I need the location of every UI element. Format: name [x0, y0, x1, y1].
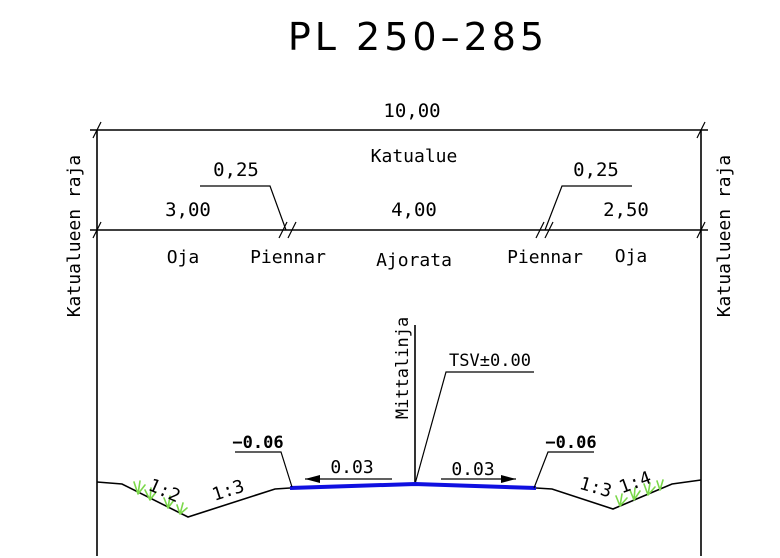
right-crossfall-value: 0.03 [451, 459, 494, 480]
left-shoulder-width: 0,25 [213, 159, 259, 181]
left-outer-slope: 1:2 [145, 475, 183, 507]
left-ditch-width: 3,00 [165, 199, 211, 221]
elevation-reference: TSV±0.00 [449, 351, 531, 371]
right-inner-slope: 1:3 [577, 473, 614, 502]
left-crossfall-value: 0.03 [330, 457, 373, 478]
total-width-tick-left [92, 121, 102, 139]
right-crossfall-arrowhead [501, 475, 516, 483]
elevation-leader [414, 371, 534, 485]
right-edge-elevation: −0.06 [545, 433, 596, 453]
right-ditch-width: 2,50 [603, 199, 649, 221]
right-boundary-label: Katualueen raja [714, 155, 735, 318]
carriageway-width: 4,00 [391, 199, 437, 221]
left-crossfall-arrowhead [305, 475, 320, 483]
pavement-surface [289, 481, 537, 490]
right-shoulder-label: Piennar [507, 247, 583, 268]
zone-tick-shoulder-left-b [287, 221, 297, 239]
total-width-value: 10,00 [383, 100, 440, 122]
drawing-title: PL 250–285 [288, 15, 548, 59]
left-ditch-label: Oja [167, 247, 200, 268]
total-width-tick-right [696, 121, 706, 139]
left-edge-leader [235, 451, 293, 488]
left-ground-profile [96, 481, 291, 518]
street-area-label: Katualue [371, 146, 458, 167]
right-ditch-label: Oja [615, 246, 648, 267]
left-boundary-label: Katualueen raja [64, 155, 85, 318]
right-shoulder-leader [544, 185, 632, 231]
zone-tick-shoulder-right-b [544, 221, 554, 239]
right-edge-leader [533, 451, 594, 489]
left-edge-elevation: −0.06 [232, 433, 283, 453]
zone-tick-left [92, 221, 102, 239]
carriageway-label: Ajorata [376, 250, 452, 271]
zone-tick-right [696, 221, 706, 239]
left-shoulder-leader [200, 185, 287, 231]
zone-tick-shoulder-right-a [535, 221, 545, 239]
right-grass-icon [615, 479, 664, 507]
right-ground-profile [535, 479, 702, 510]
left-inner-slope: 1:3 [210, 476, 247, 506]
centerline-label: Mittalinja [393, 317, 413, 419]
right-shoulder-width: 0,25 [573, 159, 619, 181]
zone-tick-shoulder-left-a [278, 221, 288, 239]
left-grass-icon [133, 480, 188, 515]
left-shoulder-label: Piennar [250, 247, 326, 268]
